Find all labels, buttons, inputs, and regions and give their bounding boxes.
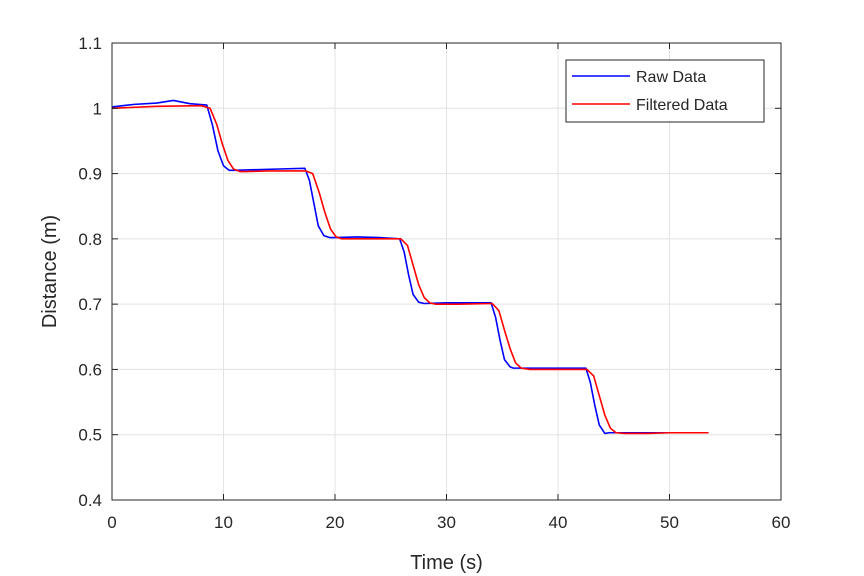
legend-label-filtered-data: Filtered Data	[636, 97, 728, 114]
y-tick-label: 1.1	[78, 34, 102, 53]
series-layer	[111, 99, 709, 435]
x-tick-label: 10	[214, 513, 233, 532]
legend-box	[565, 59, 765, 123]
y-axis-label: Distance (m)	[39, 215, 61, 328]
axis-tick-labels: 0 10 20 30 40 50 60 0.4 0.5 0.6 0.7 0.8 0.9 1 1.1	[78, 34, 790, 532]
y-tick-label: 1	[93, 99, 102, 118]
x-axis-label: Time (s)	[410, 552, 483, 574]
x-tick-label: 40	[549, 513, 568, 532]
series-line-filtered-data	[111, 104, 709, 435]
x-tick-label: 20	[326, 513, 345, 532]
series-line-raw-data	[111, 99, 709, 435]
x-tick-label: 60	[772, 513, 791, 532]
x-tick-label: 30	[437, 513, 456, 532]
y-tick-label: 0.9	[78, 165, 102, 184]
y-tick-label: 0.4	[78, 491, 102, 510]
y-tick-label: 0.8	[78, 230, 102, 249]
legend: Raw Data Filtered Data	[565, 59, 765, 123]
y-tick-label: 0.7	[78, 295, 102, 314]
legend-label-raw-data: Raw Data	[636, 69, 706, 86]
y-tick-label: 0.5	[78, 426, 102, 445]
x-tick-label: 50	[660, 513, 679, 532]
x-tick-label: 0	[107, 513, 116, 532]
axis-ticks	[111, 42, 782, 501]
y-tick-label: 0.6	[78, 360, 102, 379]
